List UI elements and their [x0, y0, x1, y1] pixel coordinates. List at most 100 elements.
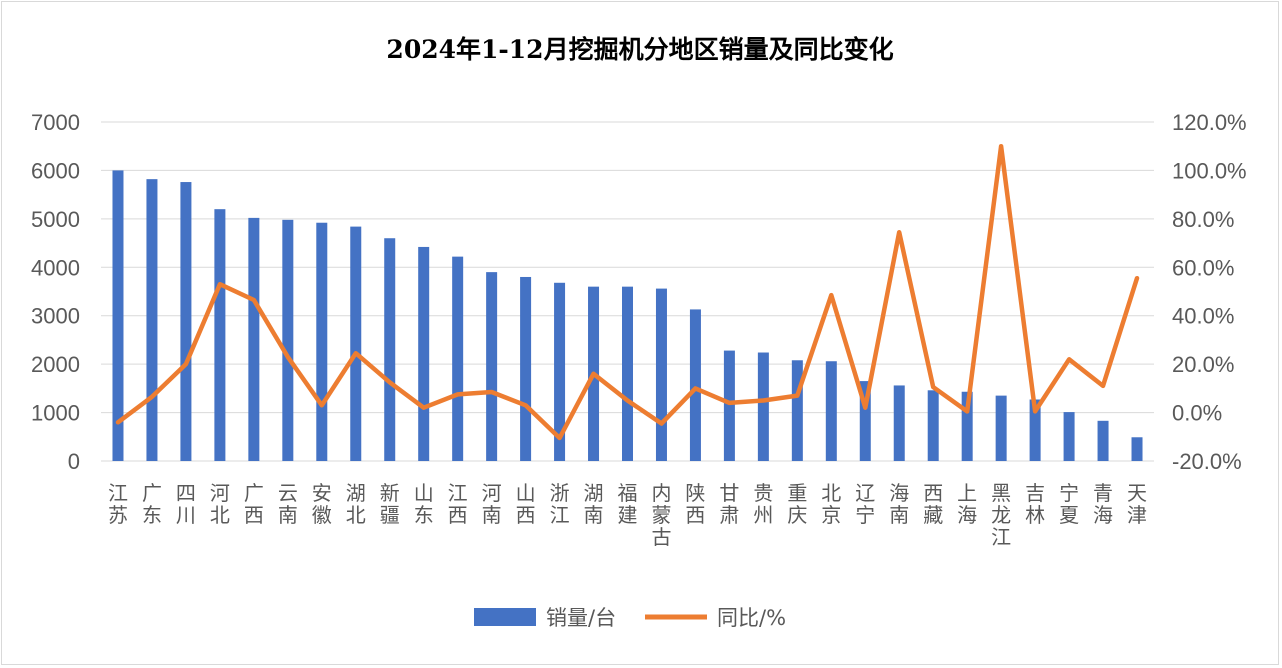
line-point: [490, 390, 494, 394]
x-tick-label: 天津: [1127, 481, 1147, 527]
bar: [554, 282, 566, 461]
x-tick-label: 浙江: [550, 481, 570, 527]
bar: [1063, 412, 1075, 461]
bar: [1029, 399, 1041, 461]
y-left-tick-label: 2000: [31, 352, 80, 377]
bar: [893, 385, 905, 461]
x-tick-label: 上海: [957, 481, 977, 527]
y-left-tick-label: 7000: [31, 110, 80, 135]
x-tick-label: 甘肃: [719, 481, 739, 527]
line-point: [252, 298, 256, 302]
x-tick-label: 湖南: [584, 481, 604, 527]
x-tick-label: 黑龙江: [991, 481, 1011, 549]
line-point: [626, 398, 629, 402]
line-point: [863, 406, 867, 410]
bar: [859, 381, 871, 461]
y-right-tick-label: 80.0%: [1172, 207, 1234, 232]
line-point: [761, 398, 765, 402]
bar: [723, 350, 735, 461]
bar: [384, 238, 396, 461]
x-tick-label: 重庆: [787, 481, 807, 527]
legend-swatch-bars: [474, 608, 536, 626]
bar: [1097, 420, 1109, 461]
y-right-tick-label: 40.0%: [1172, 304, 1234, 329]
bar: [316, 222, 328, 461]
bar: [282, 219, 294, 461]
bar: [689, 309, 701, 461]
line-point: [965, 409, 969, 413]
x-tick-label: 江西: [448, 481, 468, 527]
x-tick-label: 湖北: [346, 481, 366, 527]
line-point: [592, 372, 596, 376]
line-point: [558, 436, 562, 440]
bar: [418, 246, 430, 461]
x-tick-label: 江苏: [108, 481, 128, 527]
line-point: [727, 401, 731, 405]
y-axis-left-ticks: 7000 6000 5000 4000 3000 2000 1000 0: [31, 110, 80, 474]
bar: [995, 395, 1007, 461]
y-left-tick-label: 0: [68, 449, 80, 474]
chart-title: 2024年1-12月挖掘机分地区销量及同比变化: [386, 35, 893, 64]
y-left-tick-label: 6000: [31, 158, 80, 183]
x-tick-label: 陕西: [685, 481, 705, 527]
x-tick-label: 新疆: [380, 481, 400, 527]
line-point: [999, 144, 1003, 148]
line-point: [795, 394, 799, 398]
bar: [112, 170, 124, 461]
line-point: [320, 403, 324, 407]
bar: [1131, 437, 1143, 461]
line-point: [218, 282, 222, 286]
bar: [248, 217, 260, 461]
y-right-tick-label: 0.0%: [1172, 401, 1222, 426]
line-point: [388, 380, 392, 384]
legend-label-bars: 销量/台: [546, 606, 616, 630]
line-series: [115, 143, 1140, 441]
bar: [146, 179, 158, 461]
x-tick-label: 贵州: [753, 481, 773, 527]
x-tick-label: 北京: [821, 481, 841, 527]
line-point: [693, 386, 697, 390]
x-tick-label: 西藏: [923, 481, 943, 527]
bar: [825, 361, 837, 461]
x-tick-label: 海南: [889, 481, 909, 527]
line-point: [524, 403, 528, 407]
legend-label-line: 同比/%: [717, 606, 786, 630]
x-tick-label: 安徽: [312, 481, 332, 527]
x-tick-label: 福建: [618, 481, 638, 527]
bar: [520, 276, 532, 461]
y-right-tick-label: 100.0%: [1172, 158, 1247, 183]
x-tick-label: 内蒙古: [651, 481, 671, 549]
legend: 销量/台 同比/%: [474, 606, 786, 630]
line-point: [829, 293, 833, 297]
bar: [350, 226, 362, 461]
line-point: [150, 395, 154, 399]
line-point: [354, 351, 358, 355]
x-tick-label: 河南: [482, 481, 502, 527]
line-point: [1101, 384, 1105, 388]
x-tick-label: 吉林: [1025, 481, 1045, 527]
x-tick-label: 宁夏: [1059, 481, 1079, 527]
x-tick-label: 山西: [516, 481, 536, 527]
bar: [927, 390, 939, 461]
bar: [486, 272, 498, 461]
x-tick-label: 青海: [1093, 481, 1113, 527]
x-tick-label: 山东: [414, 481, 434, 527]
bar: [622, 286, 633, 461]
y-right-tick-label: 20.0%: [1172, 352, 1234, 377]
x-tick-label: 云南: [278, 481, 298, 527]
bar: [791, 360, 803, 461]
line-point: [286, 355, 290, 359]
bar: [180, 182, 192, 461]
line-point: [422, 406, 426, 410]
line-point: [116, 420, 120, 424]
bar: [961, 391, 973, 461]
y-left-tick-label: 3000: [31, 304, 80, 329]
bar: [214, 209, 226, 461]
line-point: [1033, 409, 1037, 413]
x-tick-label: 河北: [210, 481, 230, 527]
line-point: [931, 385, 935, 389]
bar: [655, 288, 667, 461]
bar-series: [112, 170, 1143, 461]
